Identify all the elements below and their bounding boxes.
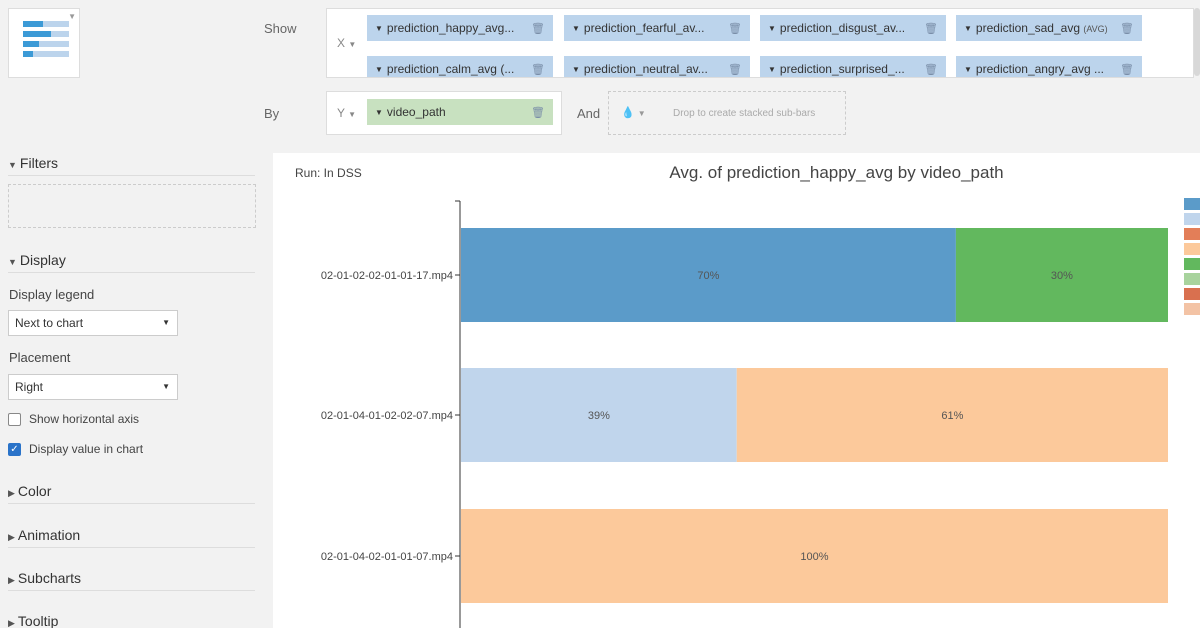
display-section-toggle[interactable]: ▼ Display — [8, 252, 255, 273]
chart-panel: Run: In DSS Avg. of prediction_happy_avg… — [273, 153, 1200, 628]
trash-icon[interactable]: 🗑 — [924, 63, 938, 76]
bar-segment — [461, 368, 737, 462]
bar-value-label: 70% — [697, 270, 719, 282]
y-axis-selector[interactable]: Y ▼ — [337, 106, 357, 120]
color-section-toggle[interactable]: ▶ Color — [8, 483, 255, 504]
trash-icon[interactable]: 🗑 — [531, 22, 545, 35]
caret-down-icon[interactable]: ▼ — [375, 107, 383, 117]
display-legend-label: Display legend — [9, 287, 95, 302]
and-label: And — [577, 106, 601, 121]
bar-segment — [955, 228, 1168, 322]
caret-right-icon: ▶ — [8, 532, 15, 542]
measure-pill[interactable]: ▼ prediction_angry_avg ... 🗑 — [956, 56, 1142, 77]
bar-segment — [736, 368, 1168, 462]
legend-swatch — [1184, 198, 1200, 210]
checkbox-icon[interactable] — [8, 412, 21, 426]
placement-select[interactable]: Right ▼ — [8, 374, 178, 400]
trash-icon[interactable]: 🗑 — [531, 106, 545, 119]
legend-swatch — [1184, 258, 1200, 270]
measure-pill[interactable]: ▼ prediction_fearful_av... 🗑 — [564, 15, 750, 41]
dimension-label: video_path — [386, 105, 446, 119]
filters-dropzone[interactable] — [8, 184, 256, 228]
placement-label: Placement — [9, 350, 71, 365]
caret-down-icon[interactable]: ▼ — [768, 23, 776, 33]
caret-down-icon: ▼ — [8, 257, 17, 267]
measure-pill[interactable]: ▼ prediction_happy_avg... 🗑 — [367, 15, 553, 41]
measure-label: prediction_neutral_av... — [583, 62, 708, 76]
chart-title: Avg. of prediction_happy_avg by video_pa… — [669, 163, 1004, 182]
x-axis-selector[interactable]: X ▼ — [337, 36, 357, 50]
by-label: By — [264, 106, 280, 121]
stack-dropzone[interactable]: 💧 ▼ Drop to create stacked sub-bars — [608, 91, 846, 135]
bar-chart: 70% 30% 02-01-02-02-01-01-17.mp4 39% 61% 02-0… — [321, 198, 1200, 628]
measure-pill[interactable]: ▼ prediction_calm_avg (... 🗑 — [367, 56, 553, 77]
legend-swatch — [1184, 213, 1200, 225]
chevron-down-icon: ▼ — [68, 12, 76, 21]
dimension-pill[interactable]: ▼ video_path 🗑 — [367, 99, 553, 125]
drop-hint: Drop to create stacked sub-bars — [673, 108, 816, 119]
caret-down-icon[interactable]: ▼ — [572, 64, 580, 74]
measure-pill[interactable]: ▼ prediction_neutral_av... 🗑 — [564, 56, 750, 77]
show-horizontal-axis-checkbox[interactable]: Show horizontal axis — [8, 412, 139, 426]
caret-down-icon[interactable]: ▼ — [572, 23, 580, 33]
run-engine-label: Run: In DSS — [295, 166, 362, 180]
color-drop-icon[interactable]: 💧 ▼ — [621, 107, 646, 119]
measure-pill[interactable]: ▼ prediction_sad_avg (AVG) 🗑 — [956, 15, 1142, 41]
caret-down-icon[interactable]: ▼ — [768, 64, 776, 74]
bar-value-label: 30% — [1051, 270, 1073, 282]
trash-icon[interactable]: 🗑 — [728, 63, 742, 76]
chevron-down-icon: ▼ — [162, 382, 170, 391]
dimension-dropzone[interactable]: Y ▼ ▼ video_path 🗑 — [326, 91, 562, 135]
trash-icon[interactable]: 🗑 — [728, 22, 742, 35]
y-tick-label: 02-01-02-02-01-01-17.mp4 — [321, 270, 453, 282]
subcharts-section-toggle[interactable]: ▶ Subcharts — [8, 570, 255, 591]
measure-label: prediction_angry_avg ... — [975, 62, 1105, 76]
bar-value-label: 39% — [588, 410, 610, 422]
legend-swatch — [1184, 303, 1200, 315]
trash-icon[interactable]: 🗑 — [1120, 63, 1134, 76]
measure-label: prediction_surprised_... — [779, 62, 905, 76]
legend-swatch — [1184, 228, 1200, 240]
legend-swatch — [1184, 273, 1200, 285]
bar-segment — [461, 228, 956, 322]
caret-down-icon[interactable]: ▼ — [964, 23, 972, 33]
measure-label: prediction_happy_avg... — [386, 21, 515, 35]
chevron-down-icon: ▼ — [162, 318, 170, 327]
trash-icon[interactable]: 🗑 — [924, 22, 938, 35]
caret-down-icon[interactable]: ▼ — [375, 64, 383, 74]
caret-right-icon: ▶ — [8, 618, 15, 628]
y-tick-label: 02-01-04-02-01-01-07.mp4 — [321, 551, 453, 563]
bar-value-label: 61% — [941, 410, 963, 422]
y-tick-label: 02-01-04-01-02-02-07.mp4 — [321, 410, 453, 422]
measure-label: prediction_disgust_av... — [779, 21, 906, 35]
chart-type-selector[interactable]: ▼ — [8, 8, 80, 78]
measure-pill[interactable]: ▼ prediction_surprised_... 🗑 — [760, 56, 946, 77]
legend-position-select[interactable]: Next to chart ▼ — [8, 310, 178, 336]
caret-right-icon: ▶ — [8, 488, 15, 498]
stacked-bar-chart-icon — [23, 21, 69, 57]
measure-label: prediction_fearful_av... — [583, 21, 705, 35]
measure-label: prediction_calm_avg (... — [386, 62, 515, 76]
legend-swatch — [1184, 288, 1200, 300]
filters-section-toggle[interactable]: ▼ Filters — [8, 155, 255, 176]
measure-pill[interactable]: ▼ prediction_disgust_av... 🗑 — [760, 15, 946, 41]
measure-label: prediction_sad_avg (AVG) — [975, 21, 1108, 35]
caret-down-icon[interactable]: ▼ — [375, 23, 383, 33]
bar-value-label: 100% — [800, 551, 828, 563]
measures-dropzone[interactable]: X ▼ ▼ prediction_happy_avg... 🗑 ▼ predic… — [326, 8, 1194, 78]
checkbox-checked-icon[interactable]: ✓ — [8, 442, 21, 456]
tooltip-section-toggle[interactable]: ▶ Tooltip — [8, 613, 255, 628]
legend-swatch — [1184, 243, 1200, 255]
caret-down-icon[interactable]: ▼ — [964, 64, 972, 74]
trash-icon[interactable]: 🗑 — [531, 63, 545, 76]
show-label: Show — [264, 21, 297, 36]
caret-right-icon: ▶ — [8, 575, 15, 585]
caret-down-icon: ▼ — [8, 160, 17, 170]
display-value-checkbox[interactable]: ✓ Display value in chart — [8, 442, 143, 456]
bar-segment — [461, 509, 1168, 603]
trash-icon[interactable]: 🗑 — [1120, 22, 1134, 35]
animation-section-toggle[interactable]: ▶ Animation — [8, 527, 255, 548]
measures-scrollbar[interactable] — [1194, 8, 1200, 76]
